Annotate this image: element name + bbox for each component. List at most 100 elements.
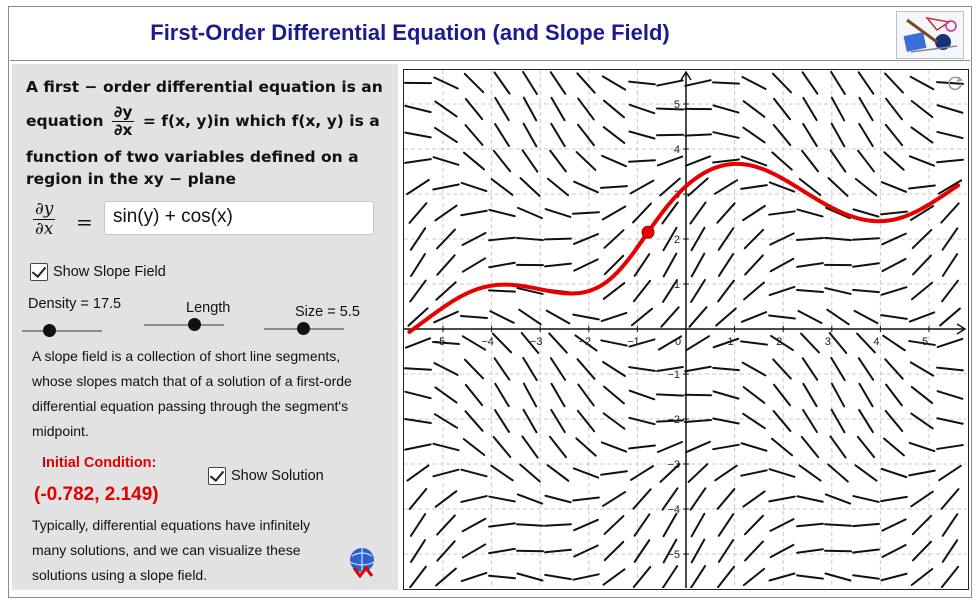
slope-segment [436,540,456,562]
slope-segment [407,307,429,327]
slope-segment [602,568,626,586]
slope-segment [908,441,936,453]
slope-segment [602,491,626,507]
slope-segment [573,258,599,272]
slope-segment [687,463,709,483]
density-slider-knob[interactable] [43,324,56,337]
slope-segment [797,309,823,325]
slope-segment [824,287,852,295]
globe-logo-icon [346,546,378,579]
slope-segment [881,544,907,558]
slope-segment [824,549,852,553]
slope-segment [827,463,849,483]
slope-segment [520,331,540,355]
slope-segment [546,464,570,482]
slope-segment [493,71,511,95]
slope-segment [742,126,766,144]
slope-segment [828,331,848,355]
slope-segment [434,490,458,508]
slope-segment [488,574,516,580]
slope-segment [516,236,544,242]
length-slider[interactable] [144,318,224,332]
slope-segment [802,122,818,148]
slope-segment [744,540,764,562]
slope-segment [546,177,570,197]
lhs-fraction: ∂y ∂x [33,200,56,239]
slope-segment [769,232,795,246]
slope-segment [827,177,849,197]
slope-segment [460,495,488,503]
size-slider-knob[interactable] [297,322,310,335]
y-tick-label: 4 [674,144,680,156]
equation-lhs: ∂y ∂x [30,200,58,239]
slope-segment [740,311,768,323]
y-axis-arrow [680,70,692,81]
slope-segment [857,149,875,173]
slope-segment [577,123,595,147]
slope-segment [603,515,625,535]
slope-segment [432,341,460,345]
slope-segment [600,339,628,347]
density-slider-track[interactable] [22,330,102,332]
y-tick-label: −5 [667,549,680,561]
show-slope-field-label[interactable]: Show Slope Field [53,264,166,280]
slope-segment [800,332,820,354]
slope-segment [460,571,488,583]
x-tick-label: −3 [530,336,543,348]
slope-segment [435,567,457,587]
slope-segment [463,72,485,94]
refresh-icon[interactable] [946,74,964,92]
slope-segment [690,512,706,538]
density-slider[interactable] [22,324,102,338]
slope-segment [545,309,571,325]
slope-segment [880,314,908,320]
size-slider[interactable] [264,322,344,336]
slope-segment [600,441,628,453]
slope-segment [550,408,566,434]
equation-input[interactable]: sin(y) + cos(x) [104,201,374,235]
slope-segment [516,493,544,505]
x-tick-label: −1 [627,336,640,348]
slope-segment [690,252,706,278]
slope-segment [519,177,541,197]
slope-segment [517,206,543,220]
slope-segment [910,490,934,508]
slope-segment [494,382,510,408]
slope-field-graph[interactable]: −5 −4 −3 −2 −1 0 1 2 3 4 5 5 4 3 2 1 −1 −2 −3 −4 −5 [403,69,969,590]
initial-condition-point[interactable] [641,225,655,239]
slope-segment [433,76,459,90]
slope-segment [573,544,599,558]
show-slope-field-checkbox[interactable] [30,263,48,281]
slope-segment [461,231,487,247]
slope-segment [909,205,935,221]
show-solution-checkbox[interactable] [208,467,226,485]
length-slider-knob[interactable] [188,318,201,331]
x-tick-label: 2 [776,336,782,348]
x-tick-label: 1 [728,336,734,348]
slope-segment [684,365,712,373]
slope-segment [717,539,735,563]
slope-segment [432,442,460,452]
length-slider-track[interactable] [144,324,224,326]
slope-segment [717,253,735,277]
x-tick-label: 5 [922,336,928,348]
slope-segment [549,71,567,95]
slope-segment [516,549,544,553]
explanation-line: Typically, differential equations have i… [32,517,311,533]
show-solution-label[interactable]: Show Solution [231,468,324,484]
slope-segment [908,155,936,167]
slope-segment [628,338,656,348]
slope-segment [884,72,904,94]
slope-segment [656,393,684,397]
slope-segment [801,71,819,95]
page-title: First-Order Differential Equation (and S… [150,20,670,45]
slope-field-explanation: A slope field is a collection of short l… [32,344,404,444]
slope-segment [741,76,767,90]
slope-segment [433,413,459,429]
slope-segment [521,435,539,459]
slope-segment [404,131,432,139]
slope-segment [768,572,796,582]
slope-segment [936,81,964,85]
slope-segment [885,97,903,121]
